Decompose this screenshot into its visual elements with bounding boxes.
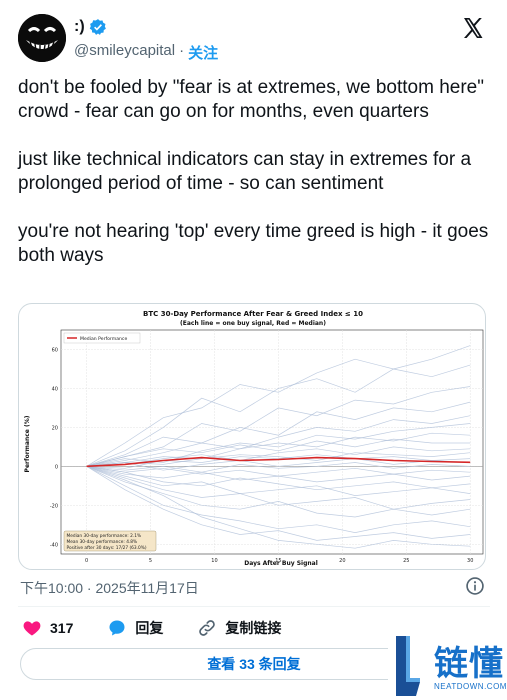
series-line xyxy=(86,465,471,533)
tweet-paragraph: just like technical indicators can stay … xyxy=(18,149,472,194)
series-line xyxy=(86,465,471,510)
separator-dot: · xyxy=(179,42,185,59)
tweet-text: don't be fooled by "fear is at extremes,… xyxy=(18,76,490,268)
series-line xyxy=(86,401,471,467)
watermark-logo-icon xyxy=(396,636,420,696)
like-button[interactable]: 317 xyxy=(22,618,73,638)
watermark-subtext: NEATDOWN.COM xyxy=(434,682,507,691)
x-tick-label: 5 xyxy=(149,558,152,564)
tweet-media-chart[interactable]: BTC 30-Day Performance After Fear & Gree… xyxy=(18,303,486,570)
series-line xyxy=(86,462,471,473)
x-tick-label: 15 xyxy=(275,558,281,564)
series-line xyxy=(86,466,471,541)
handle[interactable]: @smileycapital xyxy=(74,42,176,59)
watermark: 链懂 NEATDOWN.COM xyxy=(388,630,507,700)
smiley-avatar-icon xyxy=(18,14,66,62)
series-line xyxy=(86,465,471,483)
stats-box xyxy=(63,530,157,552)
tweet-paragraph: don't be fooled by "fear is at extremes,… xyxy=(18,77,484,122)
name-row: :) xyxy=(74,18,107,36)
median-line xyxy=(86,456,471,468)
stats-line: Positive after 30 days: 17/27 (63.0%) xyxy=(67,545,147,551)
legend-box xyxy=(63,332,141,344)
series-line xyxy=(86,438,471,467)
series-line xyxy=(86,446,471,467)
link-icon xyxy=(199,620,216,636)
action-bar: 317 回复 复制链接 xyxy=(22,616,315,640)
series-line xyxy=(86,465,471,518)
handle-row: @smileycapital · 关注 xyxy=(74,42,218,63)
legend-entry: Median Performance xyxy=(80,336,127,342)
series-line xyxy=(86,454,471,469)
x-axis-label: Days After Buy Signal xyxy=(244,560,318,567)
copy-link-button[interactable]: 复制链接 xyxy=(197,618,281,638)
y-tick-label: 60 xyxy=(52,347,58,353)
series-line xyxy=(86,452,471,467)
plot-frame xyxy=(60,329,484,555)
y-tick-label: -20 xyxy=(50,503,58,509)
chart-subtitle: (Each line = one buy signal, Red = Media… xyxy=(180,320,326,327)
plot-area: 0 5 10 15 20 25 30 -40 -20 0 20 40 60 Median Performa… xyxy=(50,329,484,564)
reply-label: 回复 xyxy=(135,620,164,636)
x-tick-label: 0 xyxy=(85,558,88,564)
likes-count: 317 xyxy=(50,620,74,636)
copy-link-label: 复制链接 xyxy=(225,620,282,636)
series-line xyxy=(86,465,471,549)
y-tick-label: 0 xyxy=(55,464,58,470)
x-tick-label: 20 xyxy=(339,558,345,564)
info-icon[interactable] xyxy=(465,576,485,596)
x-logo-icon[interactable] xyxy=(461,16,485,40)
divider xyxy=(18,606,490,607)
x-tick-label: 10 xyxy=(211,558,217,564)
series-line xyxy=(86,386,471,467)
heart-icon xyxy=(23,621,41,636)
x-tick-label: 25 xyxy=(403,558,409,564)
series-line xyxy=(86,358,471,467)
avatar[interactable] xyxy=(18,14,66,62)
display-name[interactable]: :) xyxy=(74,18,85,35)
series-line xyxy=(86,465,471,496)
stats-line: Mean 30-day performance: 4.8% xyxy=(67,539,138,545)
reply-button[interactable]: 回复 xyxy=(107,618,163,638)
verified-badge-icon xyxy=(89,19,106,35)
series-line xyxy=(86,465,471,491)
reply-bubble-icon xyxy=(109,620,125,636)
stats-line: Median 30-day performance: 2.1% xyxy=(67,533,142,539)
series-line xyxy=(86,345,471,467)
y-axis-label: Performance (%) xyxy=(24,415,31,472)
tweet-header: :) @smileycapital · 关注 xyxy=(18,12,489,66)
series-line xyxy=(86,415,471,467)
y-tick-label: 20 xyxy=(52,425,58,431)
y-tick-label: -40 xyxy=(50,542,58,548)
chart-svg: BTC 30-Day Performance After Fear & Gree… xyxy=(24,310,484,567)
watermark-text: 链懂 xyxy=(434,644,504,684)
chart-title: BTC 30-Day Performance After Fear & Gree… xyxy=(143,310,363,318)
follow-button[interactable]: 关注 xyxy=(188,45,219,62)
x-tick-label: 30 xyxy=(467,558,473,564)
y-tick-label: 40 xyxy=(52,386,58,392)
series-line xyxy=(86,432,471,467)
tweet-timestamp[interactable]: 下午10:00 · 2025年11月17日 xyxy=(20,580,199,596)
tweet-paragraph: you're not hearing 'top' every time gree… xyxy=(18,221,489,266)
